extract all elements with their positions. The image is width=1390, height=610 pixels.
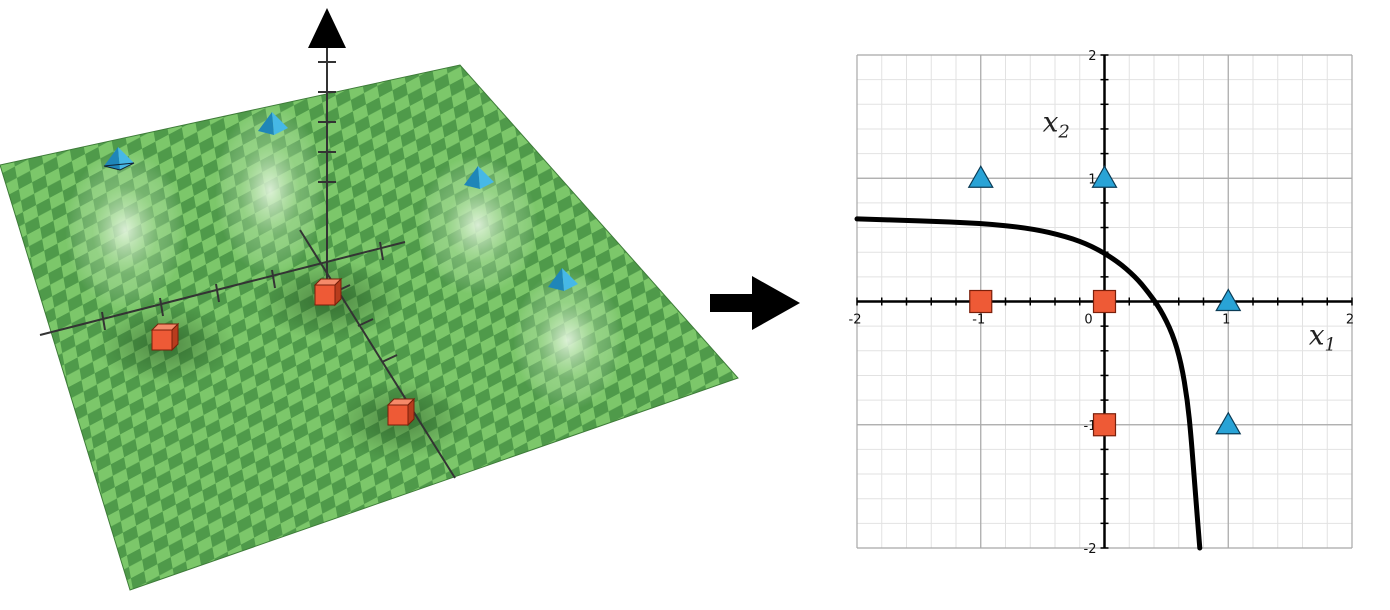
surface-3d-illustration <box>0 8 739 591</box>
x-tick-label: -1 <box>972 313 985 328</box>
surface-peak <box>65 150 185 310</box>
data-markers <box>967 165 1242 437</box>
right-arrow-icon <box>710 276 800 330</box>
square-marker <box>1092 289 1117 314</box>
tick-labels: -2 -1 0 1 221-1-2 <box>849 49 1355 557</box>
x-tick-label: 2 <box>1346 313 1354 328</box>
surface-peak <box>513 270 623 410</box>
cube-icon <box>386 397 416 427</box>
y-axis-label: x2 <box>1043 105 1070 142</box>
triangle-marker <box>1215 411 1242 435</box>
square-marker <box>1092 413 1117 437</box>
square-marker <box>969 289 993 314</box>
pyramid-icon <box>258 112 288 135</box>
decision-boundary-curve <box>854 216 1203 551</box>
decision-boundary-chart: -2 -1 0 1 221-1-2 x1 x2 <box>849 49 1355 557</box>
x-axis-line <box>39 241 406 336</box>
y-axis-line <box>299 229 456 479</box>
triangle-marker <box>1215 288 1242 312</box>
cube-icon <box>313 277 343 307</box>
up-arrow-icon <box>308 8 346 48</box>
triangle-marker <box>1091 165 1118 188</box>
y-tick-label: 2 <box>1088 49 1096 64</box>
triangle-marker <box>967 165 994 188</box>
surface-peak <box>215 105 325 275</box>
pyramid-icon <box>103 147 135 171</box>
pyramid-icon <box>548 268 578 291</box>
y-tick-label: -2 <box>1084 542 1097 557</box>
surface-peak <box>418 155 538 295</box>
cube-icon <box>150 322 180 352</box>
pyramid-icon <box>464 166 494 189</box>
x-tick-label: 0 <box>1084 313 1092 328</box>
axis-ticks <box>101 61 398 363</box>
y-tick-label: 1 <box>1088 172 1096 187</box>
x-tick-label: -2 <box>849 313 862 328</box>
x-axis-label: x1 <box>1309 319 1336 356</box>
x-tick-label: 1 <box>1222 313 1230 328</box>
